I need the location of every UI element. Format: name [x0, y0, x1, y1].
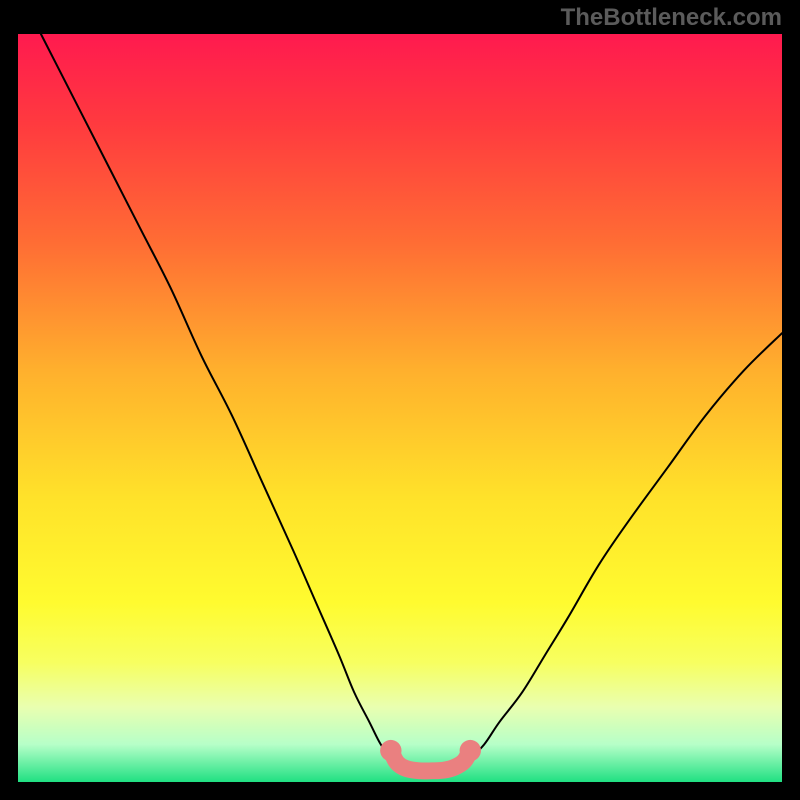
bottleneck-chart [0, 0, 800, 800]
frame-border-top [0, 0, 800, 34]
frame-border-right [782, 0, 800, 800]
frame-border-left [0, 0, 18, 800]
frame-border-bottom [0, 782, 800, 800]
chart-background [18, 34, 782, 782]
